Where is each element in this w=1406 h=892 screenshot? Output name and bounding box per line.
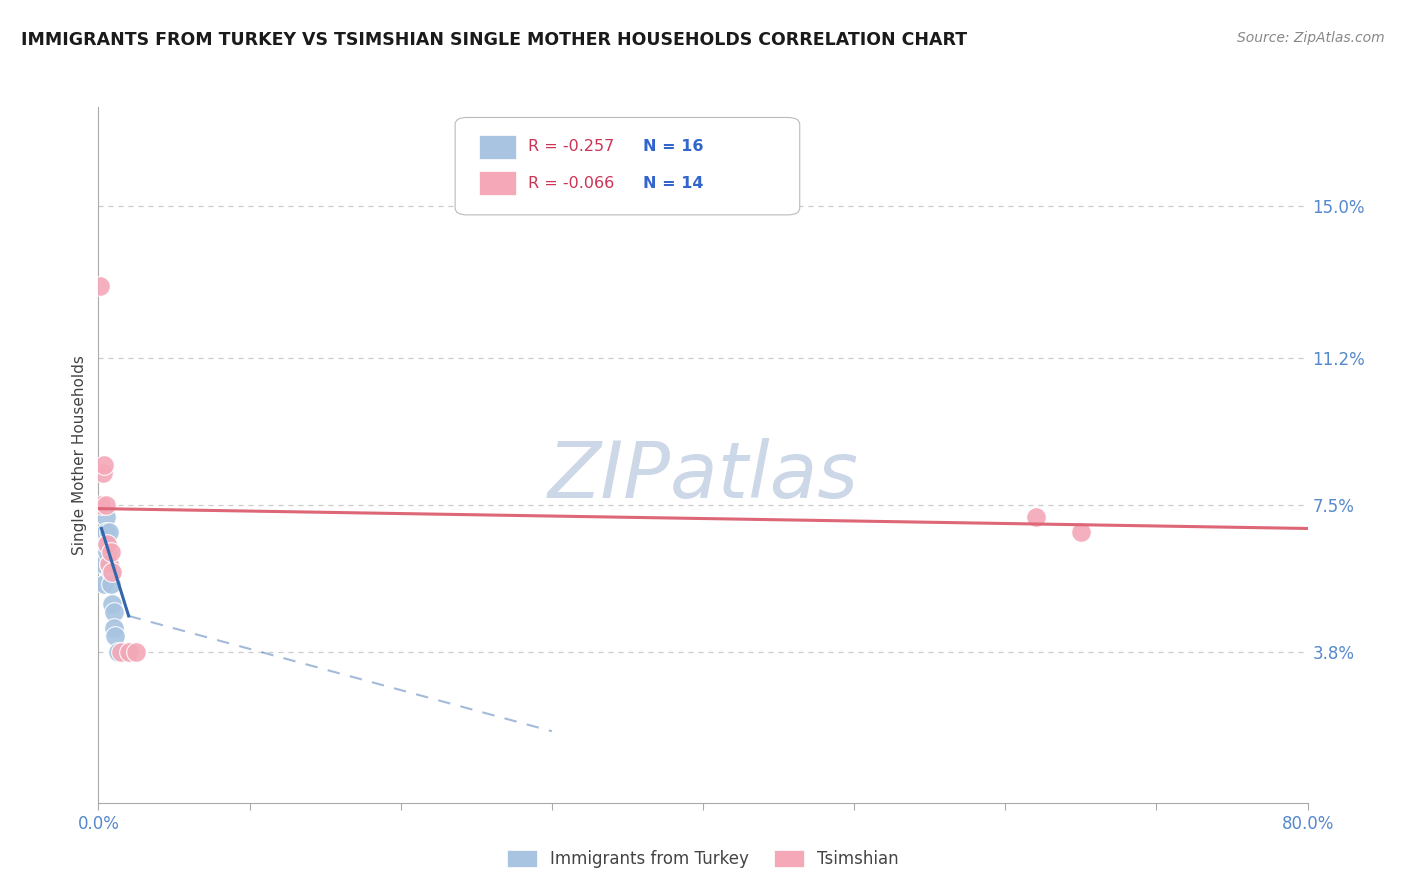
Text: Source: ZipAtlas.com: Source: ZipAtlas.com [1237,31,1385,45]
Point [96,537,118,551]
Bar [479,135,516,159]
Point [100,565,122,579]
Point [118,645,141,659]
Text: IMMIGRANTS FROM TURKEY VS TSIMSHIAN SINGLE MOTHER HOUSEHOLDS CORRELATION CHART: IMMIGRANTS FROM TURKEY VS TSIMSHIAN SING… [21,31,967,49]
Point [118,645,141,659]
Point [101,565,124,579]
Point [1024,509,1046,524]
Point [90,498,112,512]
Text: ZIPatlas: ZIPatlas [547,438,859,514]
Point [125,645,148,659]
Point [94,498,117,512]
Point [103,605,125,619]
Point [94,509,117,524]
Text: R = -0.257: R = -0.257 [527,139,614,154]
Point [91,466,114,480]
Text: R = -0.066: R = -0.066 [527,176,614,191]
Point [94,525,117,540]
Point [104,629,127,643]
Point [103,621,125,635]
Point [98,558,121,572]
Point [89,279,111,293]
Point [107,645,129,659]
Point [98,558,121,572]
Y-axis label: Single Mother Households: Single Mother Households [72,355,87,555]
Point [93,577,115,591]
Point [96,537,118,551]
Legend: Immigrants from Turkey, Tsimshian: Immigrants from Turkey, Tsimshian [501,843,905,874]
Text: N = 14: N = 14 [643,176,703,191]
Text: N = 16: N = 16 [643,139,703,154]
Point [96,545,118,559]
Point [101,597,124,611]
Bar [479,171,516,195]
Point [1070,525,1092,540]
Point [93,458,115,472]
Point [98,525,121,540]
Point [110,645,132,659]
FancyBboxPatch shape [456,118,800,215]
Point [100,577,122,591]
Point [100,545,122,559]
Point [91,558,114,572]
